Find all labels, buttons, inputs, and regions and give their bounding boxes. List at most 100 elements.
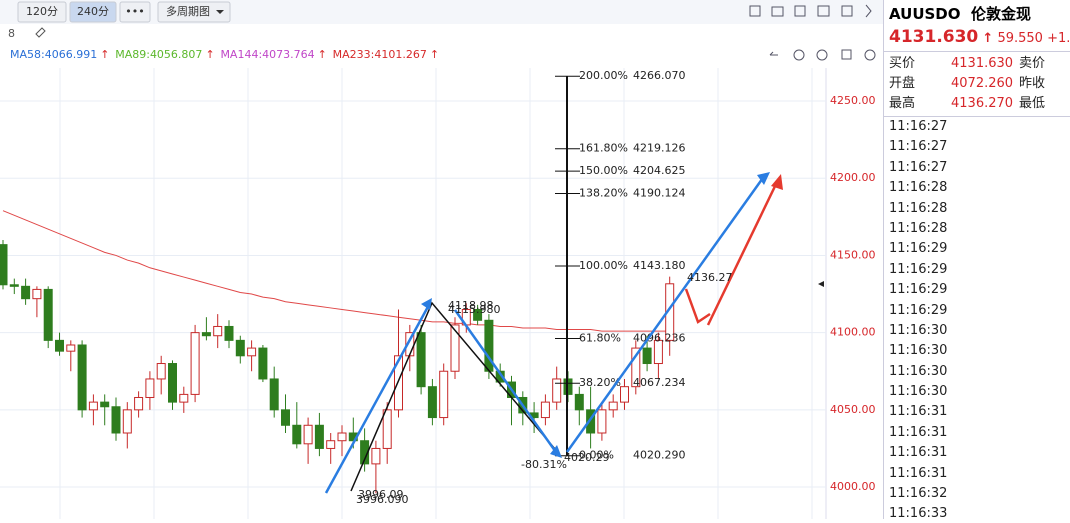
arrow-head xyxy=(757,172,770,185)
toolbar-button[interactable] xyxy=(69,1,117,23)
candle-body xyxy=(552,378,562,403)
fib-pct: 150.00% xyxy=(579,164,628,177)
candle-body xyxy=(450,324,460,372)
candle-body xyxy=(360,440,370,465)
blue-arrow xyxy=(453,309,560,456)
ma-arrow: ↑ xyxy=(100,48,109,61)
annotation: 4115.980 xyxy=(448,303,501,316)
quote-row: 开盘 4072.260 昨收 xyxy=(884,74,1070,94)
tick-times: 11:16:27 11:16:27 11:16:27 11:16:28 11:16:28… xyxy=(884,116,1070,519)
candle-body xyxy=(427,386,437,419)
candle-body xyxy=(100,401,110,408)
ma-arrow: ↑ xyxy=(318,48,327,61)
quote-cell: 卖价 xyxy=(1019,56,1046,71)
y-tick-label: 4000.00 xyxy=(830,480,876,493)
annotation: 4136.27 xyxy=(687,271,733,284)
fib-price: 4067.234 xyxy=(633,376,686,389)
quote-cell: 买价 xyxy=(889,56,916,71)
toolbar-button[interactable] xyxy=(17,1,67,23)
top-icons xyxy=(749,4,876,61)
candle-body xyxy=(371,447,381,465)
y-tick-label: 4200.00 xyxy=(830,171,876,184)
quote-row: 买价 4131.630 卖价 xyxy=(884,54,1070,74)
pct: +1.4 xyxy=(1047,31,1070,46)
time: 11:16:31 xyxy=(889,424,948,440)
candle-body xyxy=(620,386,629,403)
header: AUUSDO 伦敦金现 xyxy=(884,0,1070,27)
name: 伦敦金现 xyxy=(970,5,1031,23)
fib-pct: 161.80% xyxy=(579,142,628,155)
candle-body xyxy=(66,344,76,352)
dropdown-arrow xyxy=(216,10,224,14)
candle-body xyxy=(303,424,313,445)
candle-body xyxy=(122,409,132,434)
toolbar-label: 240分 xyxy=(77,5,109,18)
candle-body xyxy=(597,409,607,434)
candle-body xyxy=(9,284,19,287)
time: 11:16:30 xyxy=(889,343,948,359)
annotation: -80.31% xyxy=(521,458,567,471)
toolbar-label: 120分 xyxy=(26,5,58,18)
candle-body xyxy=(394,355,403,411)
candle-body xyxy=(32,288,42,300)
time: 11:16:27 xyxy=(889,119,948,134)
candle-body xyxy=(574,393,584,411)
time: 11:16:28 xyxy=(889,200,948,216)
quote-cell: 最低 xyxy=(1019,96,1046,111)
candle-body xyxy=(269,378,279,411)
candle-body xyxy=(43,288,53,341)
ma-legend: MA233:4101.267 xyxy=(333,48,427,61)
ma-legend: MA58:4066.991 xyxy=(10,48,97,61)
quote-panel: AUUSDO 伦敦金现 4131.630 ↑ 59.550 +1.4 买价 413… xyxy=(883,0,1070,519)
ruler-icon xyxy=(35,27,46,38)
candle-body xyxy=(156,363,166,380)
candle-body xyxy=(201,332,211,337)
arrow-head xyxy=(421,298,432,310)
candle-body xyxy=(642,347,652,365)
candle-body xyxy=(21,285,31,300)
y-tick-label: 4050.00 xyxy=(830,403,876,416)
annotation: 4020.29 xyxy=(564,451,610,464)
symbol: AUUSDO xyxy=(889,5,961,23)
candle-body xyxy=(540,401,550,419)
time: 11:16:31 xyxy=(889,465,948,481)
fib-price: 4266.070 xyxy=(633,69,686,82)
toolbar-button[interactable] xyxy=(157,1,231,23)
candle-body xyxy=(77,344,87,411)
y-tick-label: 4150.00 xyxy=(830,248,876,261)
candle-body xyxy=(292,424,302,445)
quote-cell: 昨收 xyxy=(1019,76,1046,91)
candle-body xyxy=(224,325,234,341)
toolbar-button[interactable] xyxy=(119,1,151,23)
candle-body xyxy=(88,401,98,411)
change: 59.550 xyxy=(997,31,1043,46)
fib-pct: 138.20% xyxy=(579,186,628,199)
red-arrow xyxy=(706,179,780,326)
icon: 8 xyxy=(8,27,15,40)
fib-pct: 38.20% xyxy=(579,376,621,389)
candle-body xyxy=(55,339,64,352)
blue-arrow xyxy=(324,302,432,494)
candle-body xyxy=(473,308,483,321)
candle-body xyxy=(653,339,663,365)
quote-cell: 4131.630 xyxy=(951,56,1014,71)
time: 11:16:31 xyxy=(889,404,948,420)
candle-body xyxy=(326,440,336,449)
quote-cell: 最高 xyxy=(889,96,916,111)
candle-body xyxy=(631,347,641,388)
annotation: 4118.98 xyxy=(448,299,494,312)
red-arrow xyxy=(684,288,711,324)
candle-body xyxy=(281,409,290,426)
toolbar-label: 多周期图 xyxy=(166,4,210,18)
y-tick-label: 4250.00 xyxy=(830,94,876,107)
time: 11:16:30 xyxy=(889,322,948,338)
ma-arrow: ↑ xyxy=(205,48,214,61)
time: 11:16:29 xyxy=(889,261,948,277)
candle-body xyxy=(439,370,449,419)
candle-body xyxy=(416,332,426,388)
fib-price: 4219.126 xyxy=(633,142,686,155)
ma-arrow: ↑ xyxy=(430,48,439,61)
price: 4131.630 xyxy=(889,27,979,47)
candle-body xyxy=(382,409,392,449)
fib-price: 4096.236 xyxy=(633,331,686,344)
